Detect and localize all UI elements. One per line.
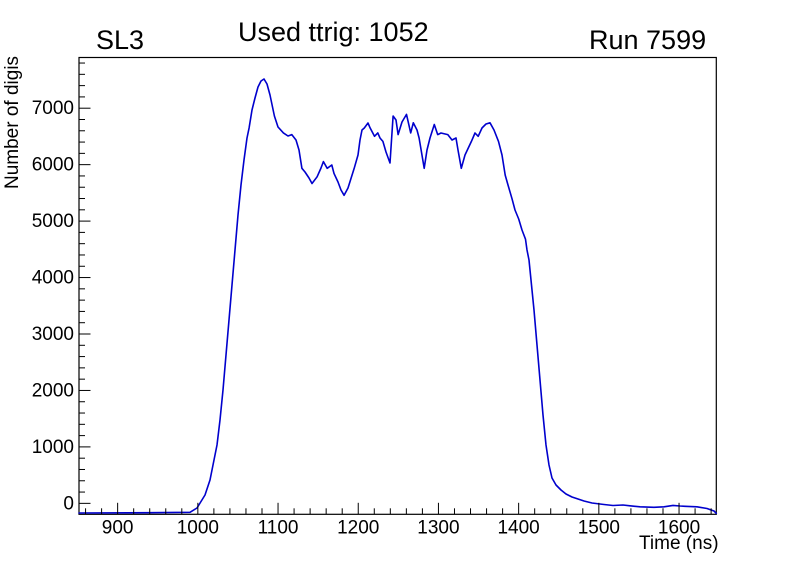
svg-text:5000: 5000 xyxy=(32,211,74,232)
svg-text:1000: 1000 xyxy=(177,518,219,539)
svg-text:1200: 1200 xyxy=(337,518,379,539)
svg-text:1100: 1100 xyxy=(258,518,299,539)
svg-text:1000: 1000 xyxy=(32,437,74,458)
svg-text:7000: 7000 xyxy=(32,98,74,119)
svg-text:4000: 4000 xyxy=(32,268,74,289)
svg-text:6000: 6000 xyxy=(32,155,74,176)
svg-text:900: 900 xyxy=(102,518,134,539)
svg-text:0: 0 xyxy=(63,493,74,514)
svg-text:1300: 1300 xyxy=(417,518,459,539)
svg-text:1500: 1500 xyxy=(578,518,620,539)
svg-text:3000: 3000 xyxy=(32,324,74,345)
svg-text:1400: 1400 xyxy=(497,518,539,539)
svg-text:2000: 2000 xyxy=(32,380,74,401)
